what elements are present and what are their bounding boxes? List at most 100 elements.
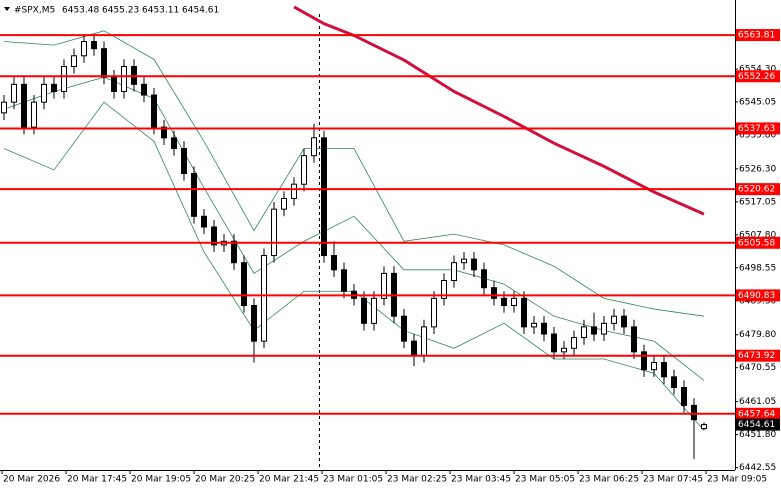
close-value: 6454.61 xyxy=(182,6,219,16)
candle-body xyxy=(651,362,657,371)
candle-body xyxy=(671,376,677,389)
candle-body xyxy=(331,255,337,271)
candle-body xyxy=(681,387,687,406)
candle-body xyxy=(481,269,487,289)
y-tick-label: 6498.55 xyxy=(739,263,776,273)
candle-body xyxy=(601,322,607,335)
candle-body xyxy=(121,65,127,92)
open-value: 6453.48 xyxy=(62,6,99,16)
y-tick-label: 6507.80 xyxy=(739,230,776,240)
candle-body xyxy=(281,197,287,210)
x-tick-label: 20 Mar 21:45 xyxy=(259,475,319,485)
candle-body xyxy=(311,137,317,157)
level-label: 6490.83 xyxy=(738,291,775,301)
moving-average xyxy=(293,5,705,216)
candle-body xyxy=(191,173,197,217)
candle-body xyxy=(101,48,107,78)
level-label-box xyxy=(736,29,780,42)
level-label: 6552.26 xyxy=(738,72,775,82)
level-label: 6505.58 xyxy=(738,238,775,248)
candle-body xyxy=(361,297,367,324)
level-label-box xyxy=(736,236,780,249)
candle-body xyxy=(31,101,37,128)
x-tick-label: 23 Mar 07:45 xyxy=(643,475,703,485)
level-label-box xyxy=(736,70,780,83)
level-label-box xyxy=(736,122,780,135)
candle-body xyxy=(401,315,407,342)
level-label-box xyxy=(736,289,780,302)
y-tick-label: 6545.05 xyxy=(739,97,776,107)
x-tick-label: 23 Mar 02:25 xyxy=(387,475,447,485)
bollinger-band xyxy=(3,30,705,317)
candle-body xyxy=(141,83,147,96)
candle-body xyxy=(51,83,57,92)
candle-body xyxy=(211,226,217,246)
menu-triangle xyxy=(4,7,10,11)
candle-body xyxy=(421,326,427,356)
candle-body xyxy=(471,258,477,271)
candle-body xyxy=(371,297,377,324)
candle-body xyxy=(611,315,617,324)
level-label: 6563.81 xyxy=(738,31,775,41)
level-label-box xyxy=(736,183,780,196)
y-tick-label: 6526.30 xyxy=(739,164,776,174)
candle-body xyxy=(41,83,47,103)
candle-body xyxy=(511,297,517,306)
x-tick-label: 23 Mar 06:25 xyxy=(579,475,639,485)
x-tick-label: 20 Mar 19:05 xyxy=(131,475,191,485)
symbol: #SPX,M5 xyxy=(14,6,55,16)
candle-body xyxy=(451,262,457,282)
candle-body xyxy=(621,315,627,328)
candle-body xyxy=(71,55,77,67)
candle-body xyxy=(271,208,277,257)
candle-body xyxy=(161,126,167,139)
x-tick-label: 23 Mar 03:45 xyxy=(451,475,511,485)
x-tick-label: 20 Mar 17:45 xyxy=(67,475,127,485)
level-label-box xyxy=(736,407,780,420)
candle-body xyxy=(241,262,247,306)
high-value: 6455.23 xyxy=(102,6,139,16)
candle-body xyxy=(291,183,297,199)
candle-body xyxy=(571,337,577,349)
candle-body xyxy=(441,280,447,299)
candle-body xyxy=(321,137,327,257)
candle-body xyxy=(231,240,237,264)
candle-body xyxy=(541,322,547,335)
y-tick-label: 6535.80 xyxy=(739,130,776,140)
candle-body xyxy=(21,83,27,128)
level-label-box xyxy=(736,349,780,362)
candle-body xyxy=(61,65,67,92)
candle-body xyxy=(151,94,157,128)
candle-body xyxy=(501,297,507,306)
y-tick-label: 6461.05 xyxy=(739,397,776,407)
current-price-label: 6454.61 xyxy=(738,420,775,430)
candle-body xyxy=(701,424,707,430)
y-tick-label: 6442.55 xyxy=(739,463,776,473)
candle-body xyxy=(251,304,257,342)
candle-body xyxy=(1,101,7,114)
candle-body xyxy=(381,272,387,299)
y-tick-label: 6554.30 xyxy=(739,64,776,74)
candle-body xyxy=(341,269,347,292)
y-tick-label: 6517.05 xyxy=(739,197,776,207)
x-tick-label: 23 Mar 05:05 xyxy=(515,475,575,485)
x-tick-label: 23 Mar 09:05 xyxy=(707,475,767,485)
level-label: 6473.92 xyxy=(738,351,775,361)
level-label: 6520.62 xyxy=(738,185,775,195)
candle-body xyxy=(431,297,437,328)
x-tick-label: 20 Mar 2026 xyxy=(3,475,60,485)
level-label: 6457.64 xyxy=(738,409,775,419)
candle-body xyxy=(461,258,467,264)
candle-body xyxy=(581,326,587,339)
candle-body xyxy=(301,155,307,185)
candle-body xyxy=(261,255,267,342)
candle-body xyxy=(111,76,117,92)
candle-body xyxy=(491,287,497,299)
y-tick-label: 6470.55 xyxy=(739,363,776,373)
candle-body xyxy=(11,83,17,103)
candle-body xyxy=(691,404,697,421)
current-price-box xyxy=(736,418,780,431)
candle-body xyxy=(631,326,637,353)
